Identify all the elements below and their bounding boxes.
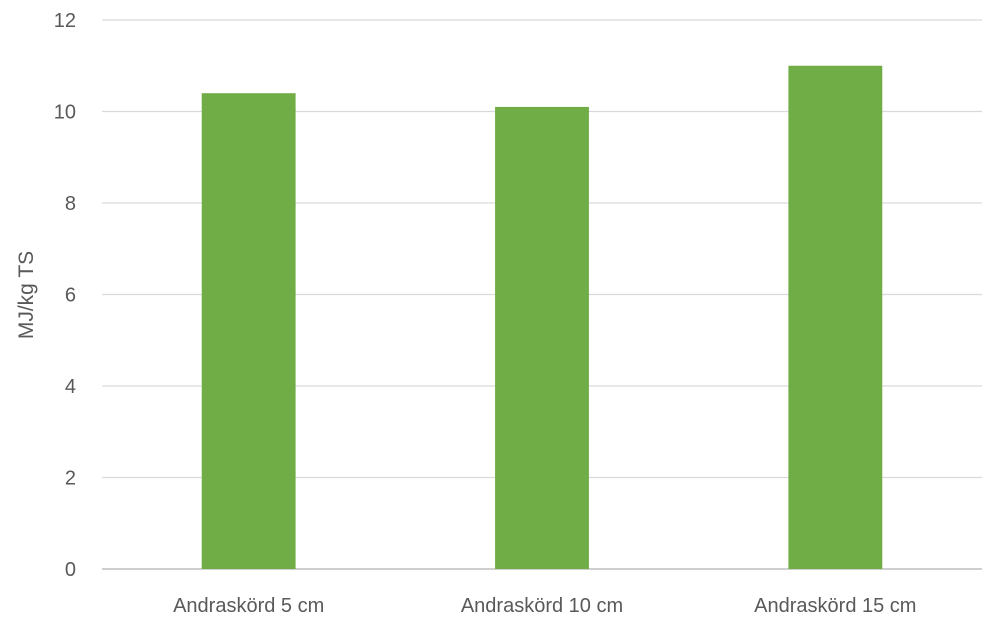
y-axis-title: MJ/kg TS: [15, 251, 38, 339]
x-tick-label: Andraskörd 15 cm: [754, 595, 916, 617]
bar: [495, 106, 589, 570]
bars: [201, 65, 883, 570]
y-tick-label: 4: [65, 376, 76, 398]
y-axis-ticks: 0 2 4 6 8 10 12: [54, 10, 76, 581]
y-tick-label: 10: [54, 102, 76, 124]
y-tick-label: 0: [65, 559, 76, 581]
x-tick-label: Andraskörd 5 cm: [173, 595, 324, 617]
y-tick-label: 12: [54, 10, 76, 32]
x-axis-ticks: Andraskörd 5 cm Andraskörd 10 cm Andraskör…: [173, 595, 916, 617]
bar: [201, 93, 296, 569]
x-tick-label: Andraskörd 10 cm: [461, 595, 623, 617]
y-tick-label: 6: [65, 285, 76, 307]
y-tick-label: 8: [65, 193, 76, 215]
bar: [788, 65, 883, 569]
y-tick-label: 2: [65, 468, 76, 490]
